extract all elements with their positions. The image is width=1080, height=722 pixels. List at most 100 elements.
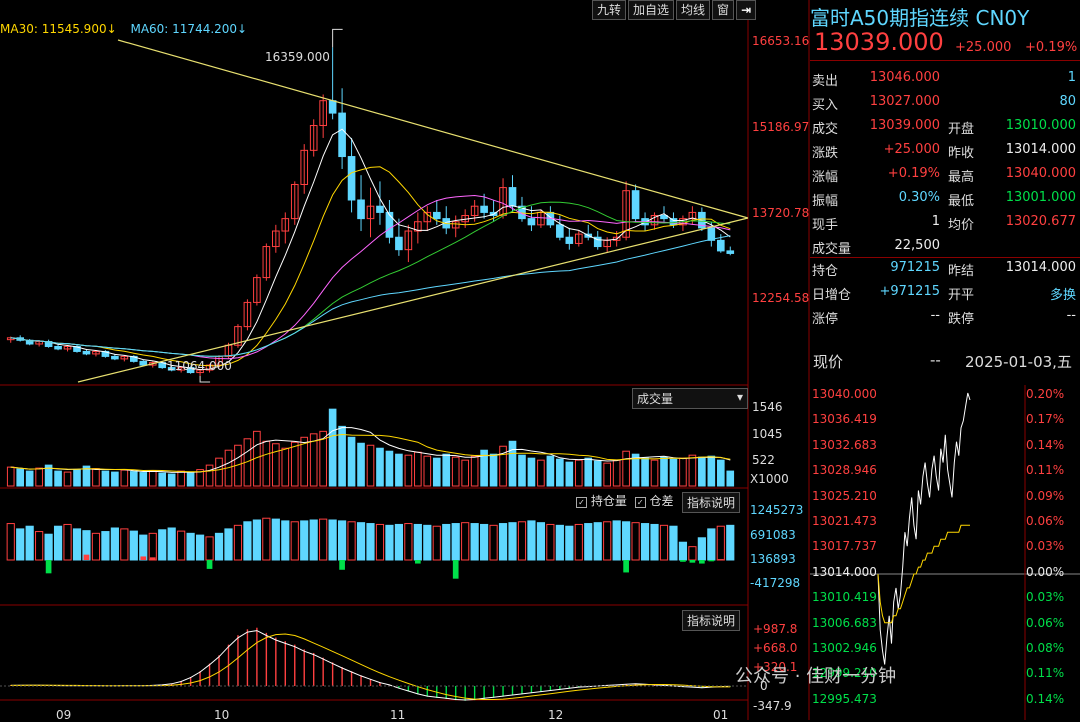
window-button[interactable]: 窗 xyxy=(712,0,735,20)
indicator-help-button[interactable]: 指标说明 xyxy=(682,492,741,513)
volume-bar xyxy=(177,470,185,487)
intraday-pct-tick: 0.06% xyxy=(1026,615,1065,630)
candle-body xyxy=(574,233,583,244)
intraday-price-line xyxy=(877,392,971,665)
candle-body xyxy=(328,100,337,114)
quote-label: 最低 xyxy=(948,194,975,209)
volume-bar xyxy=(631,453,640,487)
candle-body xyxy=(253,277,261,303)
volume-bar xyxy=(54,470,62,487)
open-interest-bar xyxy=(622,521,631,561)
candle-body xyxy=(243,301,252,328)
quote-row: 涨跌 +25.000 昨收 13014.000 xyxy=(812,139,1078,163)
volume-bar xyxy=(101,470,110,487)
macd-dea-line xyxy=(10,633,731,700)
volume-bar xyxy=(565,461,574,487)
volume-bar xyxy=(698,456,706,487)
volume-bar xyxy=(622,450,630,487)
open-interest-bar xyxy=(688,546,697,561)
kline-chart[interactable] xyxy=(0,0,810,720)
candle-body xyxy=(120,355,129,360)
open-interest-bar xyxy=(91,532,101,561)
quote-value: +971215 xyxy=(879,284,940,299)
candle-body xyxy=(366,205,375,220)
ma60-label: MA60: 11744.200↓ xyxy=(130,22,248,36)
quote-label: 开盘 xyxy=(948,122,975,137)
price-change: +25.000 xyxy=(955,40,1012,55)
intraday-price-tick: 13021.473 xyxy=(812,514,877,528)
open-interest-bar xyxy=(461,522,470,561)
intraday-pct-tick: 0.03% xyxy=(1026,539,1065,554)
open-interest-bar xyxy=(101,531,110,561)
volume-bar xyxy=(574,459,583,487)
last-price: 13039.000 xyxy=(814,28,944,56)
checkbox-icon[interactable]: ✓ xyxy=(634,497,646,508)
oi-diff-bar xyxy=(414,560,421,564)
volume-bar xyxy=(726,470,735,487)
open-interest-bar xyxy=(612,520,621,561)
quote-row: 成交 13039.000 开盘 13010.000 xyxy=(812,115,1078,139)
oi-diff-bar xyxy=(45,560,52,574)
open-interest-bar xyxy=(574,523,583,561)
oi-tick-3: 136893 xyxy=(750,552,796,566)
open-interest-bar xyxy=(205,536,214,561)
quote-value: 13027.000 xyxy=(869,94,940,109)
add-watchlist-button[interactable]: 加自选 xyxy=(628,0,675,20)
macd-help-button[interactable]: 指标说明 xyxy=(682,610,741,631)
open-interest-bar xyxy=(697,537,706,561)
volume-bar xyxy=(309,433,318,487)
quote-value: 1 xyxy=(1067,70,1076,85)
candle-body xyxy=(414,221,422,232)
open-interest-bar xyxy=(120,528,129,561)
volume-bar xyxy=(129,471,138,487)
volume-bar xyxy=(480,449,488,487)
quote-row: 振幅 0.30% 最低 13001.000 xyxy=(812,187,1078,211)
intraday-pct-tick: 0.03% xyxy=(1026,590,1065,605)
volume-bar xyxy=(92,468,100,487)
candle-body xyxy=(338,112,346,158)
jiuzhuan-button[interactable]: 九转 xyxy=(592,0,627,20)
volume-bar xyxy=(25,470,34,487)
ma5-line xyxy=(10,128,731,371)
open-interest-bar xyxy=(489,524,498,561)
open-interest-bar xyxy=(432,525,441,561)
ma30-label: MA30: 11545.900↓ xyxy=(0,22,117,36)
candle-body xyxy=(726,250,735,254)
low-marker xyxy=(199,376,211,383)
oi-tick-1: 1245273 xyxy=(750,503,804,517)
oi-diff-legend-label: 仓差 xyxy=(649,494,674,508)
intraday-pct-tick: 0.20% xyxy=(1026,387,1065,401)
volume-bar xyxy=(63,471,72,487)
quote-row: 成交量 22,500 xyxy=(812,235,1078,259)
oi-diff-bar xyxy=(452,560,459,579)
candle-body xyxy=(177,367,185,371)
open-interest-bar xyxy=(375,523,385,561)
intraday-chart[interactable] xyxy=(810,385,1080,720)
open-interest-bar xyxy=(593,522,602,561)
price-tick-2: 15186.97 xyxy=(752,120,810,134)
oi-diff-bar xyxy=(206,560,213,569)
open-interest-bar xyxy=(442,523,451,561)
oi-diff-bar xyxy=(717,559,724,560)
quote-label: 持仓 xyxy=(812,264,839,279)
open-interest-bar xyxy=(631,522,640,561)
volume-bar xyxy=(148,470,157,487)
ma-button[interactable]: 均线 xyxy=(676,0,711,20)
intraday-pct-tick: 0.00% xyxy=(1026,564,1065,579)
quote-row: 日增仓 +971215 开平 多换 xyxy=(812,281,1078,305)
volume-bar xyxy=(111,471,119,487)
volume-indicator-select[interactable]: 成交量 ▾ xyxy=(632,388,748,409)
candle-body xyxy=(432,211,441,220)
volume-bar xyxy=(205,464,214,487)
intraday-price-tick: 13040.000 xyxy=(812,387,877,401)
volume-bar xyxy=(158,472,167,487)
quote-row: 买入 13027.000 80 xyxy=(812,91,1078,115)
volume-bar xyxy=(650,459,659,487)
exit-icon[interactable]: ⇥ xyxy=(736,0,757,20)
candle-body xyxy=(669,218,678,226)
intraday-pct-tick: 0.06% xyxy=(1026,514,1065,528)
macd-tick-4: 0 xyxy=(760,679,768,693)
open-interest-bar xyxy=(243,521,252,561)
volume-bar xyxy=(451,456,460,487)
checkbox-icon[interactable]: ✓ xyxy=(576,497,587,508)
